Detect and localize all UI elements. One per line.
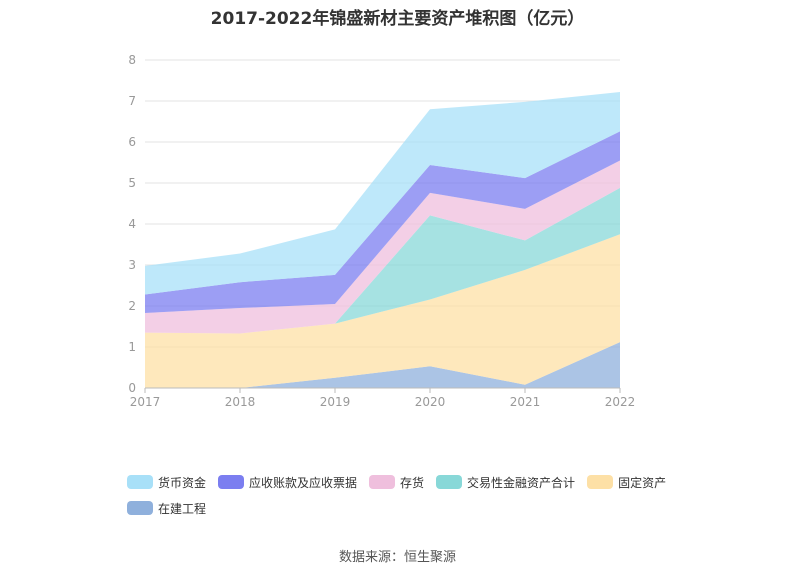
legend-swatch bbox=[369, 475, 396, 489]
area-交易性金融资产合计 bbox=[145, 187, 620, 334]
y-tick-label: 4 bbox=[128, 217, 136, 231]
y-tick-label: 3 bbox=[128, 258, 136, 272]
y-tick-label: 5 bbox=[128, 176, 136, 190]
y-tick-label: 6 bbox=[128, 135, 136, 149]
legend-label: 交易性金融资产合计 bbox=[467, 475, 576, 490]
legend-swatch bbox=[218, 475, 245, 489]
x-tick-label: 2022 bbox=[605, 395, 636, 409]
x-tick-label: 2021 bbox=[510, 395, 541, 409]
x-tick-label: 2017 bbox=[130, 395, 161, 409]
y-tick-label: 7 bbox=[128, 94, 136, 108]
y-tick-label: 2 bbox=[128, 299, 136, 313]
y-tick-label: 1 bbox=[128, 340, 136, 354]
area-应收账款及应收票据 bbox=[145, 131, 620, 313]
y-tick-label: 8 bbox=[128, 53, 136, 67]
x-tick-label: 2018 bbox=[225, 395, 256, 409]
x-tick-label: 2019 bbox=[320, 395, 351, 409]
area-在建工程 bbox=[145, 342, 620, 388]
x-tick-label: 2020 bbox=[415, 395, 446, 409]
area-存货 bbox=[145, 160, 620, 334]
legend-swatch bbox=[127, 475, 153, 489]
legend-item[interactable]: 货币资金 bbox=[127, 473, 206, 491]
legend-item[interactable]: 应收账款及应收票据 bbox=[218, 473, 357, 491]
area-固定资产 bbox=[145, 234, 620, 388]
legend-label: 存货 bbox=[400, 475, 425, 490]
legend-swatch bbox=[127, 501, 153, 515]
legend-label: 固定资产 bbox=[618, 475, 667, 490]
legend-label: 应收账款及应收票据 bbox=[249, 475, 358, 490]
area-货币资金 bbox=[145, 91, 620, 295]
legend-item[interactable]: 固定资产 bbox=[587, 473, 666, 491]
legend-item[interactable]: 交易性金融资产合计 bbox=[436, 473, 575, 491]
legend-swatch bbox=[587, 475, 614, 489]
chart-title: 2017-2022年锦盛新材主要资产堆积图（亿元） bbox=[210, 9, 585, 29]
data-source: 数据来源：恒生聚源 bbox=[338, 550, 456, 565]
legend-label: 在建工程 bbox=[158, 501, 207, 516]
chart-legend: 货币资金 应收账款及应收票据 存货 交易性金融资产合计 固定资产在建工程 bbox=[127, 473, 687, 525]
legend-swatch bbox=[436, 475, 463, 489]
legend-item[interactable]: 在建工程 bbox=[127, 499, 206, 517]
y-tick-label: 0 bbox=[128, 381, 136, 395]
legend-item[interactable]: 存货 bbox=[369, 473, 424, 491]
legend-label: 货币资金 bbox=[158, 475, 207, 490]
